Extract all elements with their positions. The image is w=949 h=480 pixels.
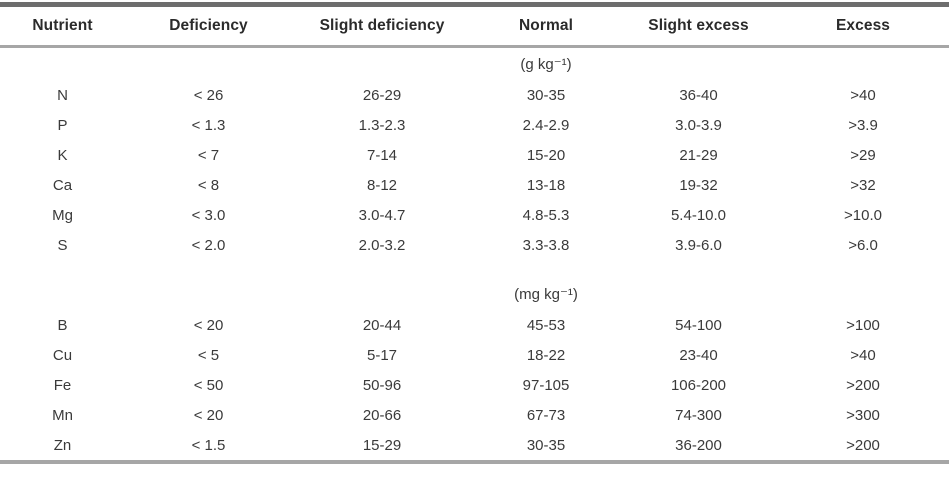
cell-slight-deficiency: 15-29: [362, 436, 402, 454]
cell-slight-excess: 106-200: [670, 376, 727, 394]
cell-excess: >40: [850, 346, 876, 364]
nutrient-ranges-document: Nutrient Deficiency Slight deficiency No…: [0, 2, 949, 464]
cell-excess: >3.9: [848, 116, 878, 134]
cell-normal: 13-18: [526, 176, 566, 194]
empty-cell: [620, 47, 949, 81]
column-header-normal: Normal: [472, 4, 620, 48]
table-row: Cu < 5 5-17 18-22 23-40 >40: [0, 340, 949, 370]
unit-label: (g kg⁻¹): [520, 56, 572, 73]
column-header-nutrient: Nutrient: [0, 4, 125, 48]
cell-excess: >40: [850, 86, 876, 104]
cell-nutrient: P: [57, 116, 68, 134]
cell-slight-excess: 3.0-3.9: [675, 116, 722, 134]
cell-deficiency: < 20: [193, 316, 224, 334]
cell-deficiency: < 7: [197, 146, 220, 164]
cell-normal: 4.8-5.3: [522, 206, 570, 224]
cell-nutrient: Cu: [52, 346, 73, 364]
table-row: K < 7 7-14 15-20 21-29 >29: [0, 140, 949, 170]
empty-cell: [0, 278, 472, 310]
cell-normal: 3.3-3.8: [522, 236, 570, 254]
cell-excess: >10.0: [844, 206, 882, 224]
cell-deficiency: < 26: [193, 86, 224, 104]
cell-excess: >32: [850, 176, 876, 194]
cell-nutrient: B: [57, 316, 68, 334]
table-row: P < 1.3 1.3-2.3 2.4-2.9 3.0-3.9 >3.9: [0, 110, 949, 140]
cell-normal: 2.4-2.9: [522, 116, 570, 134]
cell-nutrient: Mg: [52, 206, 73, 224]
empty-cell: [0, 260, 949, 278]
table-row: Mg < 3.0 3.0-4.7 4.8-5.3 5.4-10.0 >10.0: [0, 200, 949, 230]
cell-slight-deficiency: 7-14: [366, 146, 398, 164]
table-row: B < 20 20-44 45-53 54-100 >100: [0, 310, 949, 340]
cell-slight-excess: 19-32: [679, 176, 718, 194]
cell-slight-excess: 74-300: [675, 406, 722, 424]
table-row: Ca < 8 8-12 13-18 19-32 >32: [0, 170, 949, 200]
column-header-deficiency: Deficiency: [125, 4, 292, 48]
cell-slight-excess: 36-40: [679, 86, 718, 104]
cell-slight-deficiency: 1.3-2.3: [358, 116, 406, 134]
cell-slight-deficiency: 26-29: [362, 86, 402, 104]
cell-deficiency: < 5: [197, 346, 220, 364]
cell-excess: >300: [846, 406, 880, 424]
unit-row-g-kg: (g kg⁻¹): [0, 47, 949, 81]
column-header-slight-excess: Slight excess: [620, 4, 777, 48]
cell-slight-excess: 3.9-6.0: [675, 236, 722, 254]
column-header-slight-deficiency: Slight deficiency: [292, 4, 472, 48]
table-row: Fe < 50 50-96 97-105 106-200 >200: [0, 370, 949, 400]
cell-normal: 15-20: [526, 146, 566, 164]
cell-deficiency: < 1.3: [191, 116, 226, 134]
cell-slight-excess: 23-40: [679, 346, 718, 364]
cell-slight-excess: 21-29: [679, 146, 718, 164]
cell-normal: 18-22: [526, 346, 566, 364]
cell-nutrient: Zn: [53, 436, 72, 454]
cell-slight-excess: 5.4-10.0: [670, 206, 727, 224]
cell-nutrient: Ca: [52, 176, 73, 194]
cell-excess: >6.0: [848, 236, 878, 254]
table-row: S < 2.0 2.0-3.2 3.3-3.8 3.9-6.0 >6.0: [0, 230, 949, 260]
cell-nutrient: N: [57, 86, 68, 104]
cell-deficiency: < 3.0: [191, 206, 226, 224]
cell-normal: 45-53: [526, 316, 566, 334]
cell-nutrient: K: [57, 146, 68, 164]
cell-deficiency: < 50: [193, 376, 224, 394]
nutrient-ranges-table: Nutrient Deficiency Slight deficiency No…: [0, 2, 949, 464]
cell-slight-deficiency: 8-12: [366, 176, 398, 194]
cell-slight-deficiency: 20-66: [362, 406, 402, 424]
cell-deficiency: < 20: [193, 406, 224, 424]
table-row: Mn < 20 20-66 67-73 74-300 >300: [0, 400, 949, 430]
cell-deficiency: < 2.0: [191, 236, 226, 254]
cell-nutrient: S: [57, 236, 68, 254]
empty-cell: [620, 278, 949, 310]
cell-deficiency: < 8: [197, 176, 220, 194]
cell-nutrient: Mn: [52, 406, 73, 424]
column-header-excess: Excess: [777, 4, 949, 48]
cell-normal: 30-35: [526, 86, 566, 104]
cell-normal: 30-35: [526, 436, 566, 454]
table-row: N < 26 26-29 30-35 36-40 >40: [0, 80, 949, 110]
cell-slight-deficiency: 5-17: [366, 346, 398, 364]
cell-slight-deficiency: 2.0-3.2: [358, 236, 406, 254]
cell-slight-deficiency: 3.0-4.7: [358, 206, 406, 224]
cell-slight-deficiency: 50-96: [362, 376, 402, 394]
cell-normal: 67-73: [526, 406, 566, 424]
cell-slight-excess: 36-200: [675, 436, 722, 454]
table-row: Zn < 1.5 15-29 30-35 36-200 >200: [0, 430, 949, 462]
cell-excess: >100: [846, 316, 880, 334]
header-row: Nutrient Deficiency Slight deficiency No…: [0, 4, 949, 48]
unit-label: (mg kg⁻¹): [514, 286, 578, 303]
cell-normal: 97-105: [522, 376, 570, 394]
cell-excess: >200: [846, 376, 880, 394]
cell-slight-excess: 54-100: [675, 316, 722, 334]
cell-excess: >200: [846, 436, 880, 454]
unit-row-mg-kg: (mg kg⁻¹): [0, 278, 949, 310]
cell-slight-deficiency: 20-44: [362, 316, 402, 334]
cell-excess: >29: [850, 146, 876, 164]
section-spacer: [0, 260, 949, 278]
cell-nutrient: Fe: [53, 376, 72, 394]
empty-cell: [0, 47, 472, 81]
cell-deficiency: < 1.5: [191, 436, 226, 454]
